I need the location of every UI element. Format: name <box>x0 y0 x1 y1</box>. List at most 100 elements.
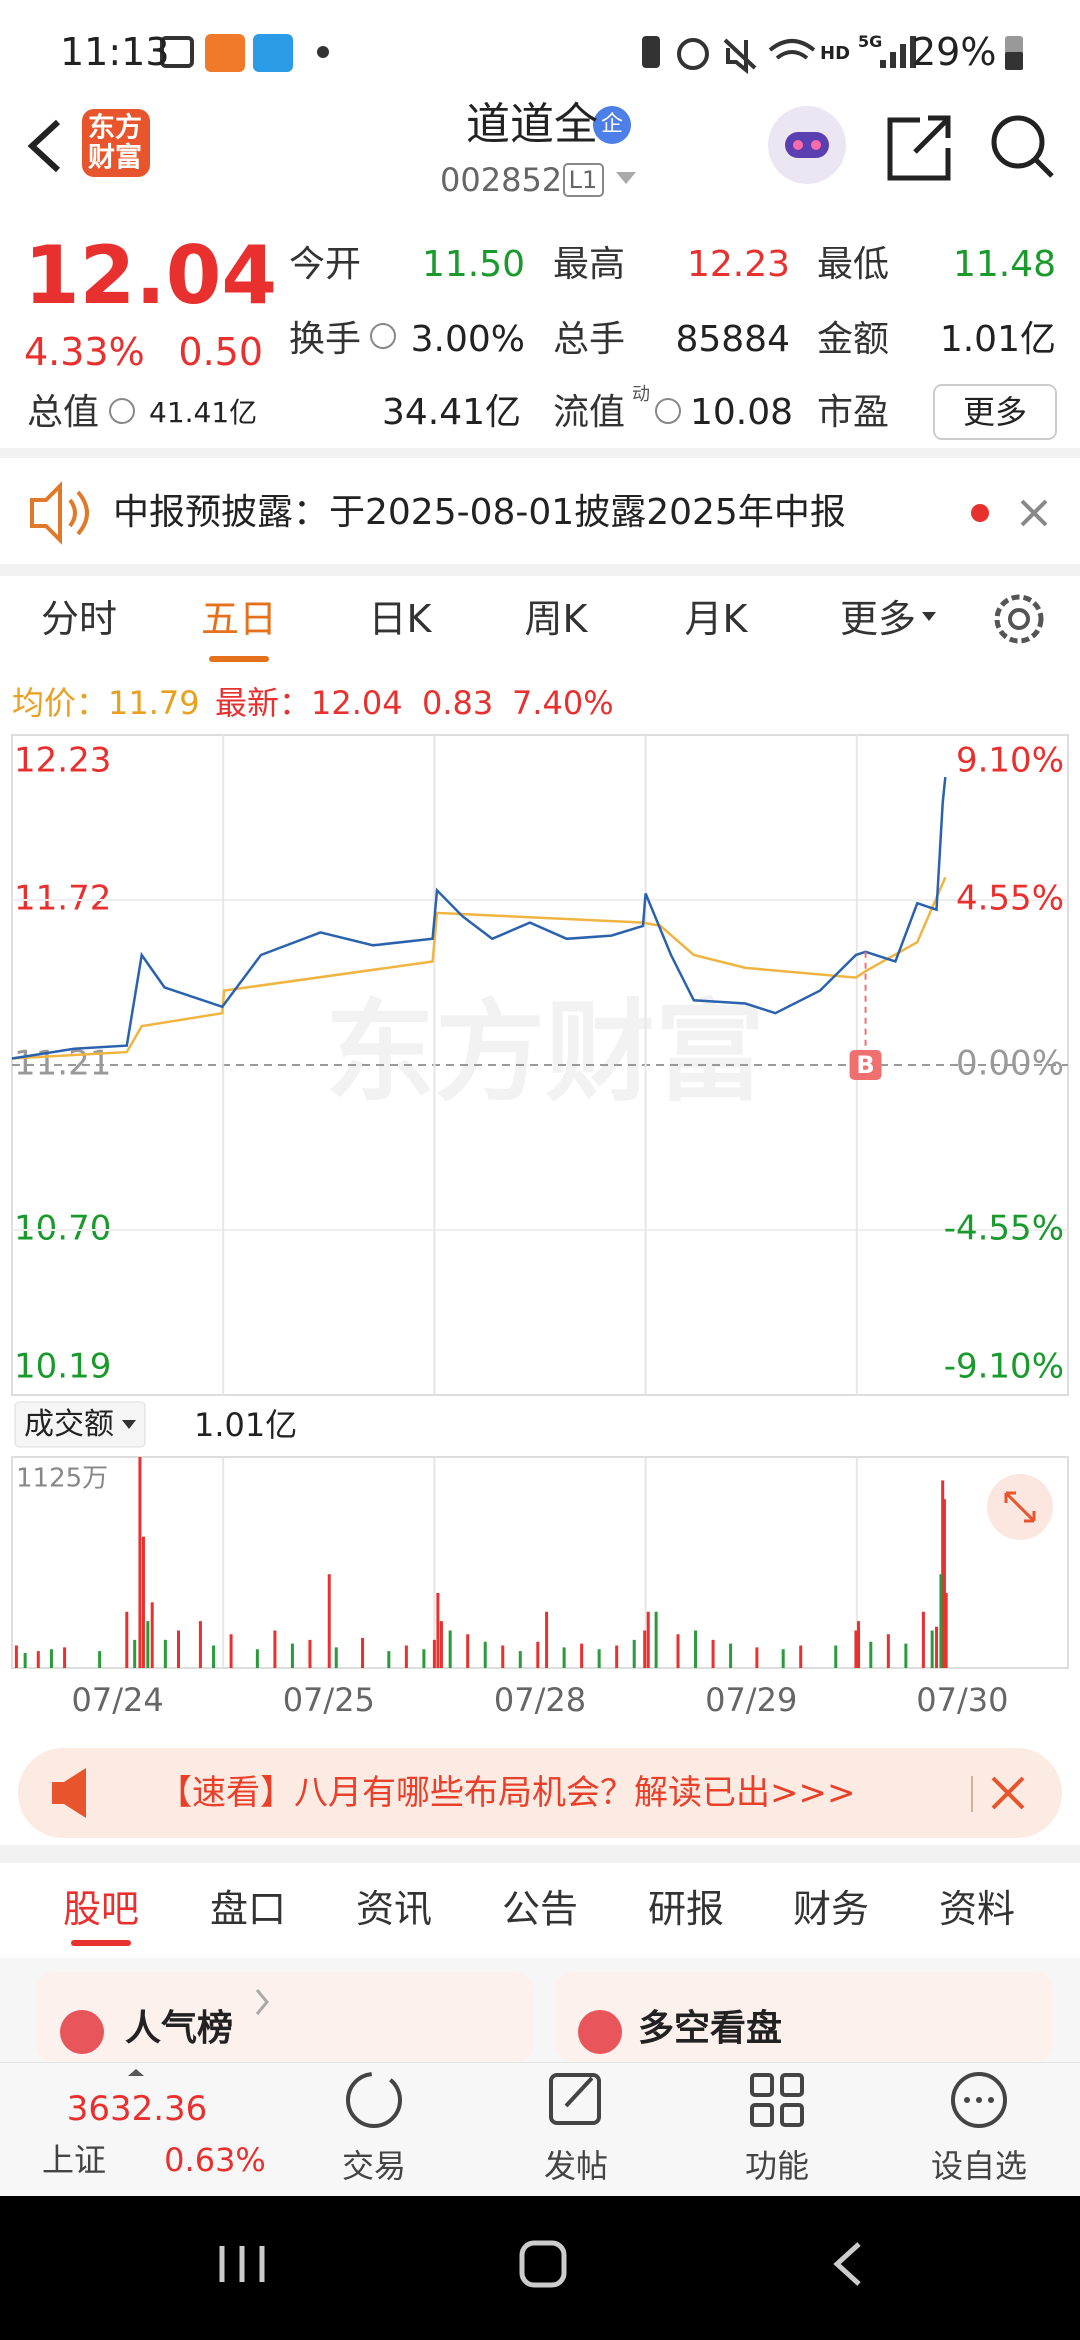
nav-icons[interactable] <box>219 2240 861 2288</box>
tab-underline <box>209 656 269 662</box>
settings-icon[interactable] <box>994 594 1044 644</box>
more-button[interactable] <box>933 384 1057 440</box>
volume-bar <box>49 1649 53 1668</box>
field-label: 总手 <box>553 319 626 360</box>
chart-tab[interactable]: 分时 <box>40 597 118 641</box>
volume-bar <box>177 1630 181 1668</box>
card-title[interactable]: 人气榜 <box>125 2008 234 2049</box>
section-tab[interactable]: 股吧 <box>62 1887 140 1931</box>
card[interactable] <box>555 1972 1053 2062</box>
card[interactable] <box>36 1972 534 2062</box>
section-tab[interactable]: 资讯 <box>355 1887 433 1931</box>
field-label: 最低 <box>817 244 890 285</box>
volume-bar <box>141 1536 145 1668</box>
x-tick-label: 07/28 <box>494 1681 586 1719</box>
dock-icons[interactable] <box>346 2072 1007 2128</box>
y2-tick-label: 0.00% <box>956 1044 1064 1084</box>
network: 5G <box>858 32 883 51</box>
speaker-icon <box>30 481 89 545</box>
logo[interactable] <box>82 109 150 177</box>
field-value: 34.41亿 <box>382 392 522 433</box>
volume-bar <box>273 1630 277 1668</box>
volume-bar <box>941 1480 945 1668</box>
period-change: 0.83 <box>422 684 494 722</box>
index-name[interactable]: 上证 <box>42 2141 107 2179</box>
dock <box>0 2062 1080 2197</box>
y2-tick-label: 4.55% <box>956 879 1064 919</box>
volume-bar <box>886 1634 890 1668</box>
section-tab[interactable]: 公告 <box>501 1887 579 1931</box>
y-tick-label: 11.72 <box>14 879 111 919</box>
field-value: 11.48 <box>952 244 1056 285</box>
chart-tab[interactable]: 五日 <box>200 597 278 641</box>
price: 12.04 <box>24 229 278 322</box>
volume-bar <box>483 1641 487 1668</box>
chart-tab[interactable]: 月K <box>684 597 748 641</box>
chart-tab[interactable]: 周K <box>524 597 588 641</box>
stock-name: 道道全 <box>466 99 598 150</box>
volume-select[interactable] <box>14 1401 146 1448</box>
dock-label[interactable]: 功能 <box>744 2147 810 2185</box>
volume-border <box>11 1456 1069 1669</box>
badge-text: 企 <box>600 112 624 137</box>
x-tick-label: 07/25 <box>283 1681 375 1719</box>
volume-bar <box>676 1634 680 1668</box>
banner[interactable] <box>18 1748 1062 1838</box>
field-label: 换手 <box>289 319 362 360</box>
banner-close[interactable] <box>991 1776 1025 1810</box>
search-icon[interactable] <box>991 115 1054 178</box>
card-title[interactable]: 多空看盘 <box>638 2008 783 2049</box>
field-label: 最高 <box>553 244 626 285</box>
y2-tick-label: -4.55% <box>944 1209 1064 1249</box>
volume-bar <box>904 1643 908 1668</box>
stock-code: 002852 <box>440 161 563 199</box>
volume-bar <box>138 1457 142 1668</box>
volume-bar <box>942 1499 946 1668</box>
volume-bar <box>361 1637 365 1668</box>
dock-label[interactable]: 设自选 <box>930 2147 1028 2185</box>
back-icon[interactable] <box>27 119 61 173</box>
share-icon[interactable] <box>887 115 951 181</box>
banner-text[interactable]: 【速看】八月有哪些布局机会？解读已出>>> <box>158 1773 856 1813</box>
volume-bar <box>694 1630 698 1668</box>
change: 0.50 <box>178 330 263 374</box>
volume-bar <box>255 1649 259 1668</box>
more-label[interactable]: 更多 <box>962 393 1028 431</box>
dock-label[interactable]: 发帖 <box>543 2147 609 2185</box>
volume-label[interactable]: 成交额 <box>24 1407 114 1442</box>
notice[interactable]: 中报预披露：于2025-08-01披露2025年中报 <box>113 492 846 533</box>
section-tab[interactable]: 盘口 <box>209 1887 287 1931</box>
volume-bar <box>930 1630 934 1668</box>
volume-bar <box>939 1574 943 1668</box>
volume-bar <box>308 1639 312 1668</box>
dropdown[interactable] <box>616 172 636 184</box>
dock-label[interactable]: 交易 <box>341 2147 407 2185</box>
index-change[interactable]: 0.63% <box>164 2141 266 2179</box>
volume-bar <box>14 1645 18 1668</box>
field-value: 12.23 <box>686 244 790 285</box>
chart-tab[interactable]: 日K <box>368 597 432 641</box>
chart-tab[interactable]: 更多 <box>839 597 917 641</box>
volume-bar <box>133 1639 137 1668</box>
section-tab[interactable]: 资料 <box>938 1887 1016 1931</box>
divider <box>0 564 1080 576</box>
volume-bar <box>387 1651 391 1668</box>
volume-bar <box>212 1645 216 1668</box>
field-value: 10.08 <box>690 392 794 433</box>
logo-text: 东方财富 <box>88 112 142 173</box>
buy-marker <box>849 1050 882 1080</box>
volume-bar <box>781 1649 785 1668</box>
section-tab[interactable]: 财务 <box>792 1887 870 1931</box>
change-pct: 4.33% <box>24 330 145 374</box>
index-value[interactable]: 3632.36 <box>66 2089 208 2129</box>
chart: 东方财富12.2311.7211.2110.7010.199.10%4.55%0… <box>11 612 1069 1719</box>
x-tick-label: 07/30 <box>916 1681 1008 1719</box>
section-tab[interactable]: 研报 <box>647 1887 725 1931</box>
volume-bar <box>229 1634 233 1668</box>
close-icon[interactable] <box>1020 499 1048 527</box>
volume-bar <box>580 1643 584 1668</box>
volume-bar <box>597 1649 601 1668</box>
y-tick-label: 10.19 <box>14 1347 111 1387</box>
